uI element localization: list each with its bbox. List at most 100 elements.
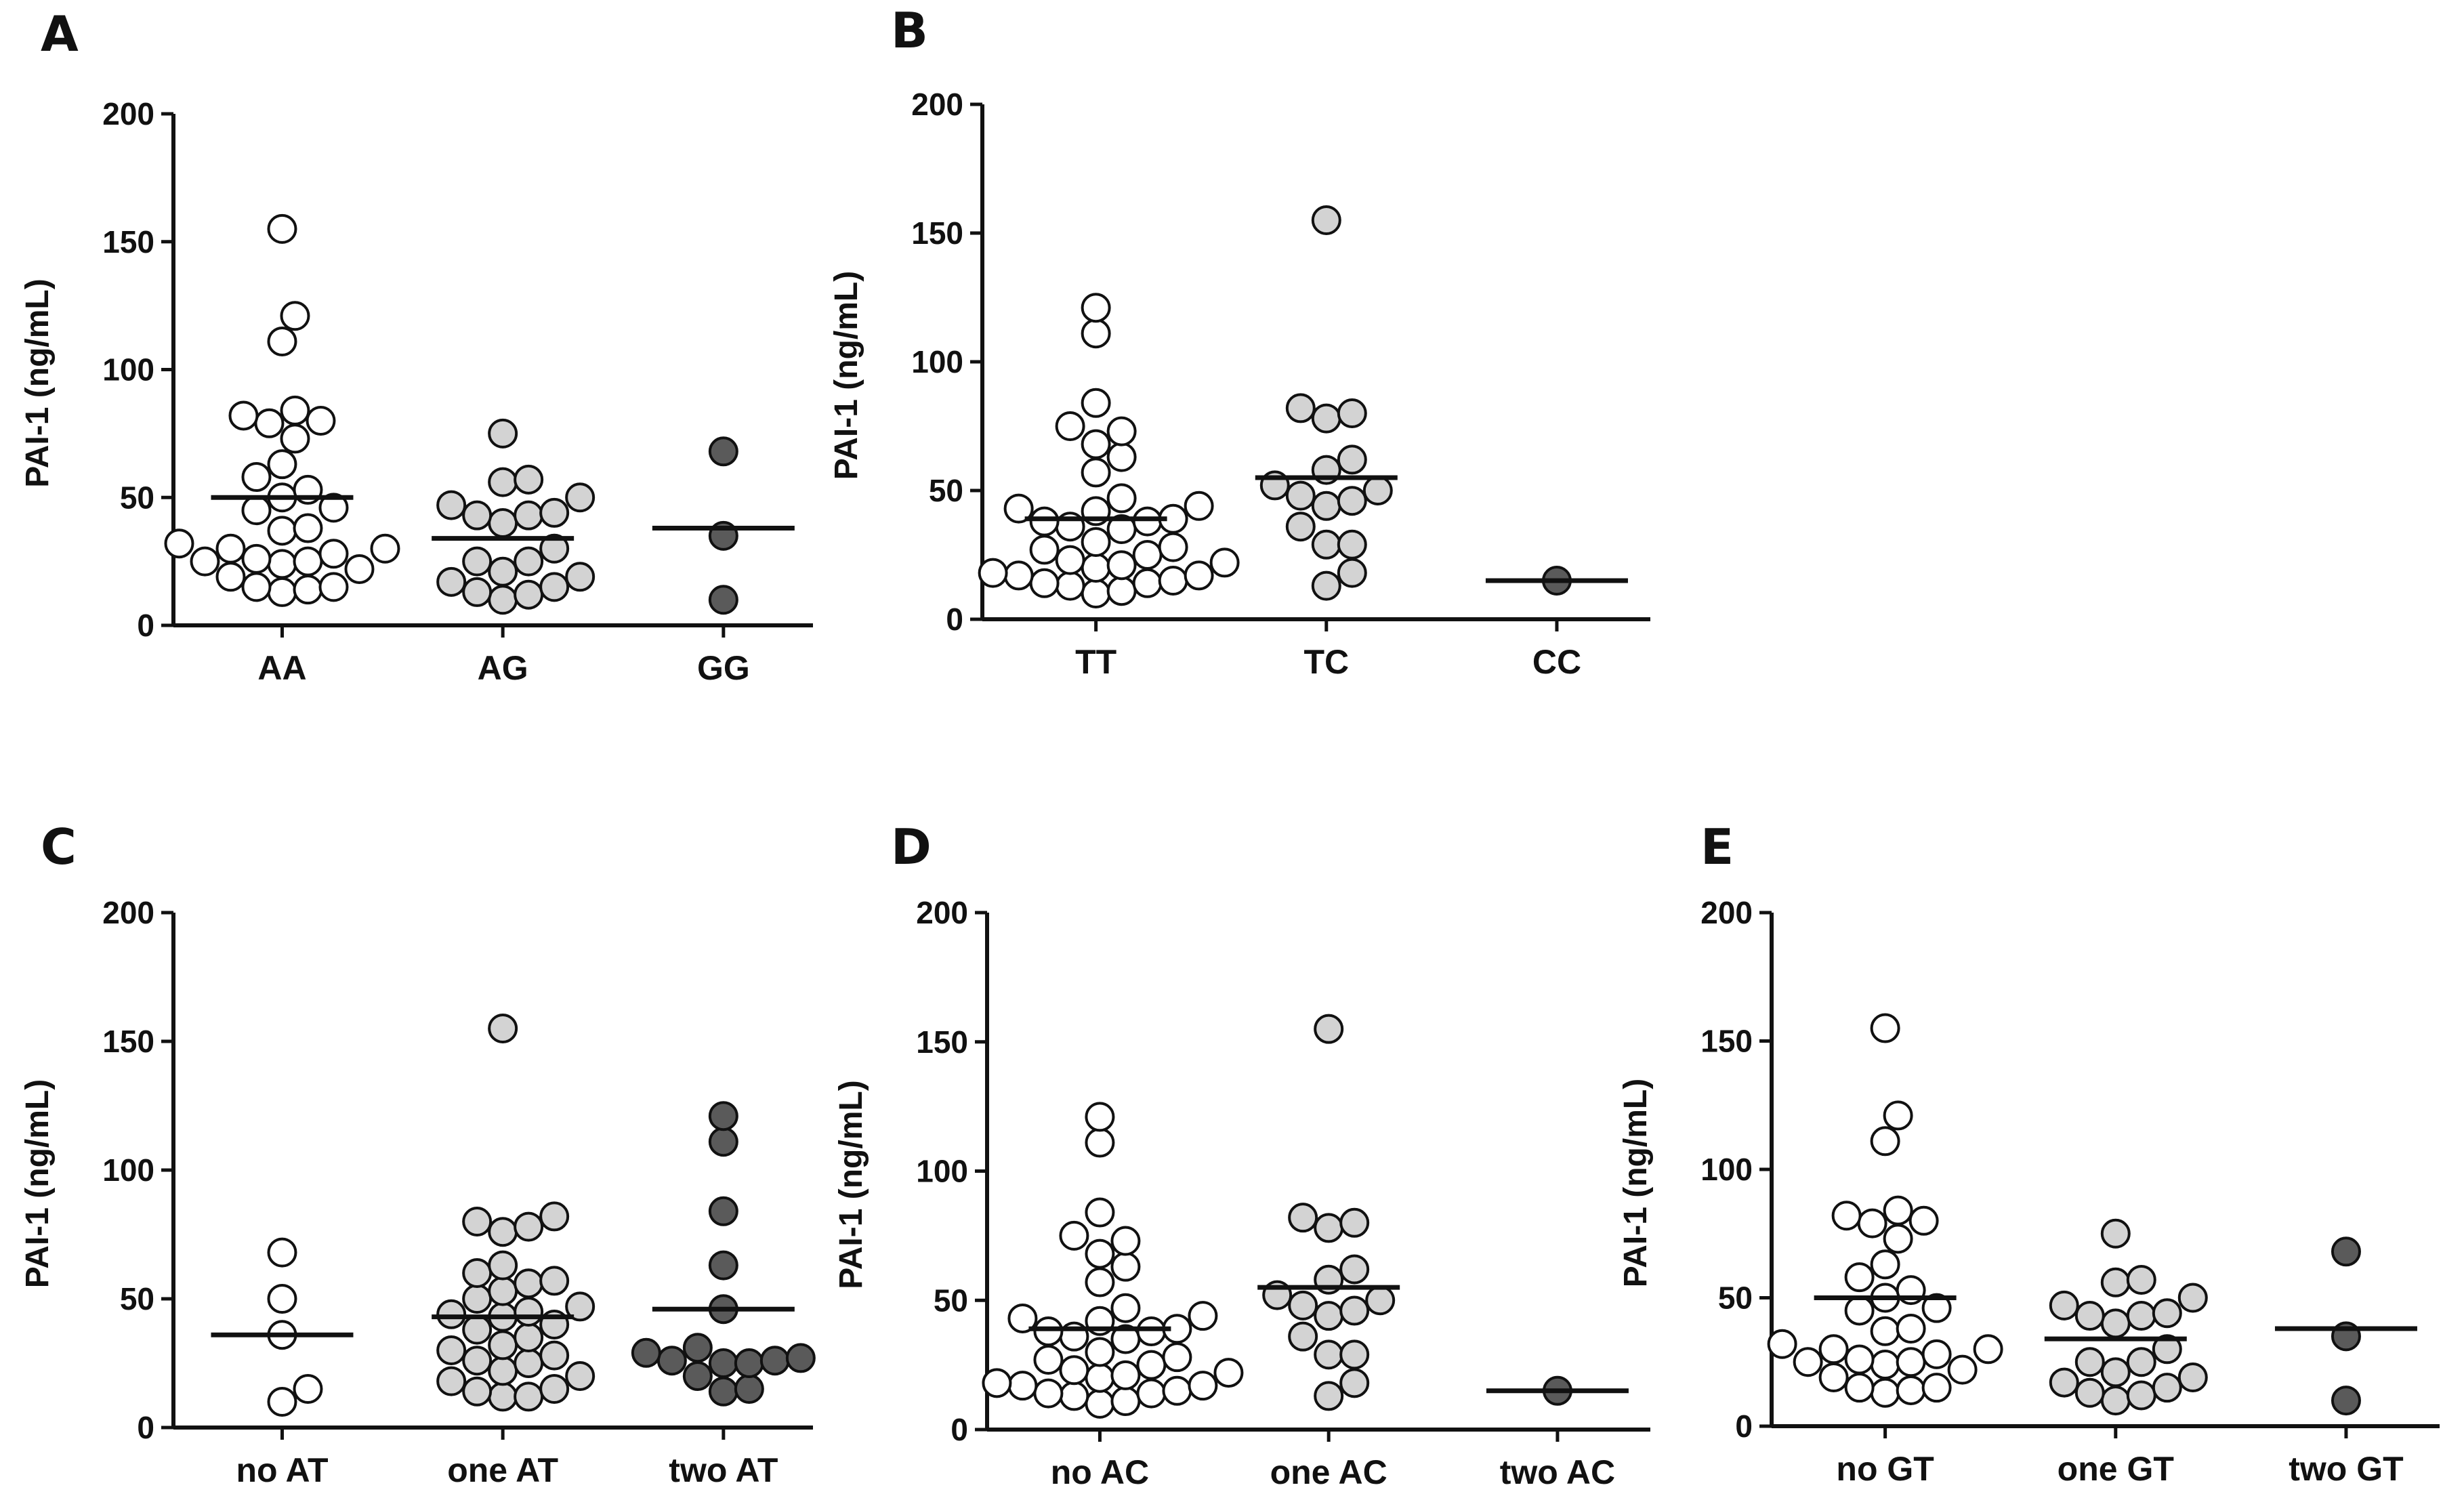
panel-b: B 0 50 100 150 200 PAI-1 (ng/mL) TT TC CC bbox=[829, 2, 1650, 681]
y-axis-title: PAI-1 (ng/mL) bbox=[833, 1080, 869, 1289]
data-point bbox=[267, 213, 297, 244]
data-point bbox=[708, 1376, 738, 1407]
data-point bbox=[215, 562, 246, 592]
data-point bbox=[1883, 1195, 1913, 1226]
data-point bbox=[1311, 205, 1341, 235]
y-tick-label: 150 bbox=[1700, 1024, 1753, 1059]
data-point bbox=[293, 546, 323, 577]
y-tick-label: 200 bbox=[916, 895, 968, 930]
panel-c: C 0 50 100 150 200 PAI-1 (ng/mL) no AT one AT two… bbox=[20, 818, 816, 1489]
data-point bbox=[488, 585, 518, 615]
data-point bbox=[708, 1348, 738, 1378]
data-point bbox=[1081, 388, 1111, 418]
data-point bbox=[1162, 1375, 1192, 1406]
data-point bbox=[1059, 1355, 1089, 1386]
data-point bbox=[2152, 1373, 2182, 1403]
data-point bbox=[1870, 1013, 1900, 1043]
data-point bbox=[1055, 545, 1085, 575]
data-point bbox=[514, 1381, 544, 1412]
data-point bbox=[241, 462, 272, 493]
y-axis-title: PAI-1 (ng/mL) bbox=[1618, 1079, 1654, 1287]
data-point bbox=[1081, 579, 1111, 608]
data-point bbox=[462, 546, 493, 577]
data-point bbox=[2126, 1301, 2156, 1331]
data-point bbox=[1136, 1350, 1167, 1380]
y-tick-label: 50 bbox=[929, 473, 963, 508]
data-point bbox=[1110, 1293, 1141, 1323]
data-point bbox=[1883, 1100, 1913, 1131]
data-point bbox=[1831, 1201, 1862, 1231]
data-point bbox=[488, 1250, 518, 1281]
data-point bbox=[1870, 1350, 1900, 1380]
data-point bbox=[1311, 403, 1341, 434]
data-point bbox=[1337, 558, 1367, 588]
data-point bbox=[1085, 1388, 1115, 1419]
data-point bbox=[1132, 568, 1163, 598]
data-point bbox=[1136, 1316, 1167, 1347]
data-point bbox=[1844, 1344, 1875, 1375]
data-point bbox=[708, 1127, 738, 1157]
data-point bbox=[267, 549, 297, 579]
data-point bbox=[1188, 1371, 1218, 1401]
panel-d: D 0 50 100 150 200 PAI-1 (ng/mL) no AC one AC two… bbox=[833, 818, 1650, 1491]
data-point bbox=[982, 1368, 1012, 1398]
data-point bbox=[228, 400, 259, 431]
data-point bbox=[631, 1337, 661, 1368]
y-tick-label: 100 bbox=[911, 344, 963, 379]
x-category-label: AA bbox=[257, 649, 306, 687]
data-point bbox=[293, 1374, 323, 1404]
x-category-label: two AT bbox=[669, 1451, 778, 1489]
data-point bbox=[1029, 535, 1060, 565]
data-point bbox=[1110, 1386, 1141, 1417]
data-point bbox=[759, 1346, 790, 1376]
data-point bbox=[1055, 570, 1085, 601]
data-point bbox=[514, 1297, 544, 1327]
data-point bbox=[1110, 1251, 1141, 1282]
x-category-label: CC bbox=[1532, 643, 1581, 681]
y-tick-label: 150 bbox=[911, 215, 963, 251]
data-point bbox=[293, 513, 323, 543]
x-category-label: two AC bbox=[1500, 1453, 1615, 1491]
data-point bbox=[1857, 1208, 1887, 1239]
data-point bbox=[280, 423, 310, 454]
data-point bbox=[1132, 540, 1163, 570]
data-point bbox=[1908, 1205, 1939, 1236]
data-point bbox=[734, 1348, 764, 1378]
data-point bbox=[1288, 1290, 1318, 1320]
data-point bbox=[1365, 1285, 1396, 1316]
data-point bbox=[2100, 1308, 2131, 1339]
data-point bbox=[565, 482, 596, 513]
data-point bbox=[1106, 442, 1137, 472]
data-point bbox=[514, 464, 544, 495]
data-point bbox=[1844, 1262, 1875, 1293]
data-point bbox=[514, 1268, 544, 1299]
data-point bbox=[1003, 560, 1034, 591]
data-point bbox=[1158, 566, 1188, 596]
data-point bbox=[1081, 318, 1111, 349]
data-point bbox=[267, 1237, 297, 1268]
data-point bbox=[785, 1343, 816, 1373]
data-point bbox=[488, 1014, 518, 1043]
data-point bbox=[656, 1346, 687, 1376]
panel-letter: B bbox=[891, 2, 928, 59]
data-point bbox=[539, 1201, 570, 1232]
data-point bbox=[1081, 553, 1111, 583]
data-point bbox=[462, 500, 493, 530]
y-tick-label: 150 bbox=[102, 224, 154, 259]
data-point bbox=[1973, 1334, 2003, 1365]
data-point bbox=[1188, 1301, 1218, 1331]
data-point bbox=[488, 1356, 518, 1386]
data-point bbox=[488, 556, 518, 587]
data-point bbox=[565, 1361, 596, 1391]
y-tick-label: 100 bbox=[102, 1152, 154, 1188]
y-tick-label: 0 bbox=[137, 1410, 154, 1445]
data-point bbox=[1337, 444, 1367, 475]
data-point bbox=[1844, 1295, 1875, 1326]
data-point bbox=[1029, 568, 1060, 598]
x-category-label: no AT bbox=[236, 1451, 328, 1489]
y-tick-label: 50 bbox=[1718, 1281, 1753, 1316]
data-point bbox=[2126, 1264, 2156, 1295]
data-point bbox=[2074, 1377, 2105, 1408]
